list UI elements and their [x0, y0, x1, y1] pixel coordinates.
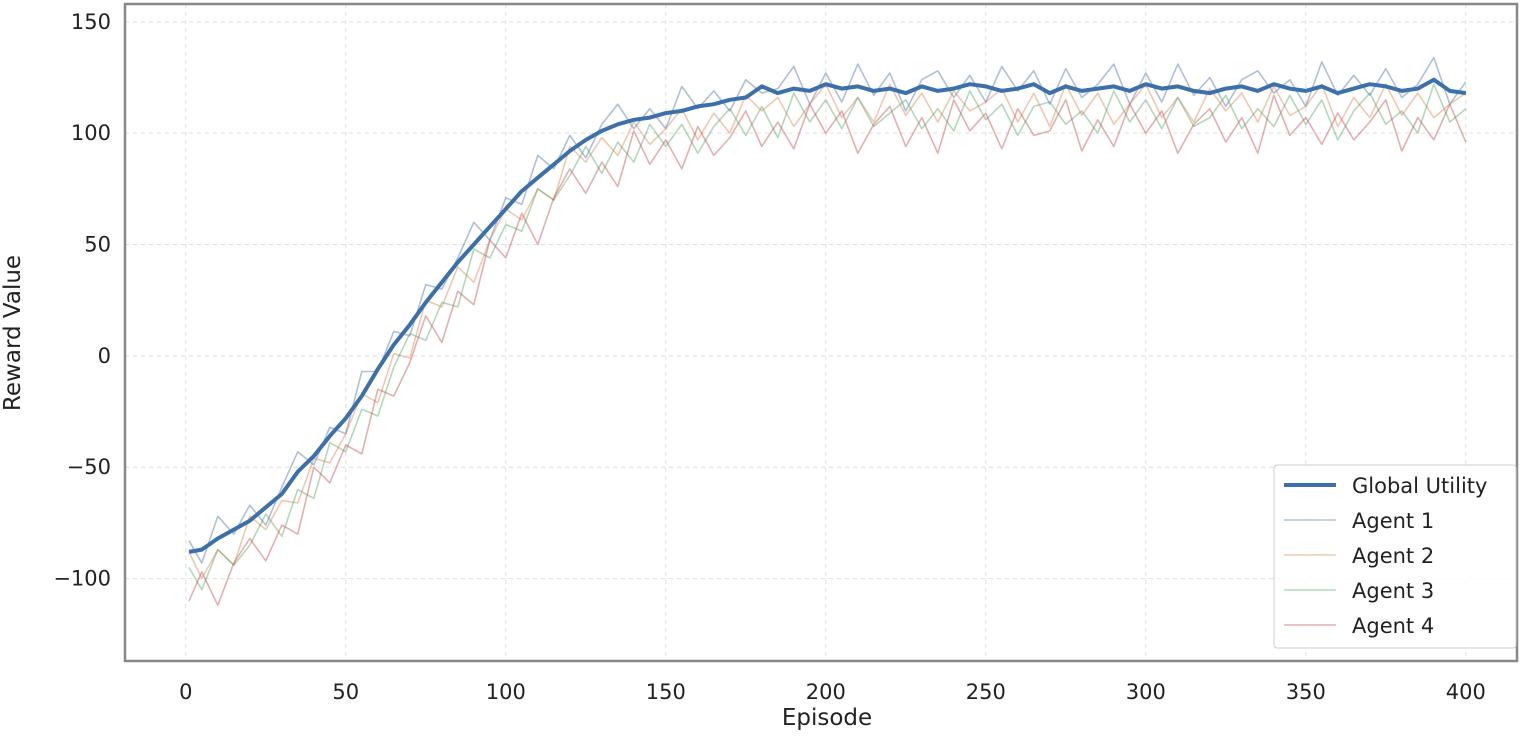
series-line: [188, 77, 1467, 554]
x-tick-label: 350: [1286, 680, 1326, 704]
legend-label: Global Utility: [1352, 474, 1487, 498]
legend-box: [1273, 464, 1517, 649]
x-tick-label: 0: [179, 680, 192, 704]
series-line: [188, 83, 1467, 591]
x-tick-label: 150: [646, 680, 686, 704]
plot-frame: [123, 2, 1519, 663]
x-tick-label: 50: [332, 680, 359, 704]
x-tick-label: 100: [486, 680, 526, 704]
y-tick-label: −100: [53, 567, 111, 591]
y-tick-label: −50: [67, 455, 111, 479]
y-tick-label: 50: [84, 233, 111, 257]
legend-label: Agent 3: [1352, 579, 1434, 603]
legend-label: Agent 4: [1352, 614, 1434, 638]
y-axis-label: Reward Value: [0, 255, 26, 411]
legend-label: Agent 1: [1352, 509, 1434, 533]
legend-label: Agent 2: [1352, 544, 1434, 568]
x-tick-label: 200: [806, 680, 846, 704]
y-tick-label: 100: [71, 121, 111, 145]
series-line: [188, 94, 1467, 607]
x-tick-label: 250: [966, 680, 1006, 704]
y-tick-label: 150: [71, 10, 111, 34]
y-tick-label: 0: [98, 344, 111, 368]
x-axis-label: Episode: [782, 705, 872, 731]
x-tick-label: 400: [1446, 680, 1486, 704]
x-tick-label: 300: [1126, 680, 1166, 704]
series-line: [188, 56, 1467, 564]
